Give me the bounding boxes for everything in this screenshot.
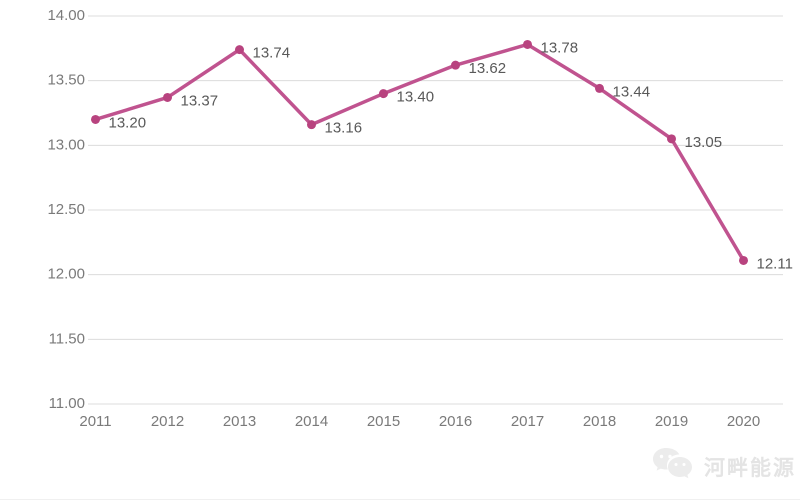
- data-point-label: 13.16: [325, 120, 363, 137]
- watermark: 河畔能源: [652, 446, 796, 491]
- y-axis-tick-label: 14.00: [47, 7, 85, 24]
- data-point-label: 13.20: [109, 114, 147, 131]
- x-axis-tick-label: 2013: [223, 413, 256, 430]
- chat-bubbles-logo-icon: [652, 446, 698, 491]
- data-point-marker: [667, 134, 676, 144]
- data-point-marker: [235, 45, 244, 55]
- x-axis-tick-label: 2014: [295, 413, 328, 430]
- data-point-marker: [739, 255, 748, 265]
- data-point-marker: [307, 120, 316, 130]
- data-point-marker: [523, 39, 532, 49]
- data-point-label: 13.37: [181, 92, 219, 109]
- x-axis-tick-label: 2019: [655, 413, 688, 430]
- data-point-label: 13.40: [397, 89, 435, 106]
- y-axis-tick-label: 12.00: [47, 266, 85, 283]
- y-axis-tick-label: 12.50: [47, 201, 85, 218]
- data-point-marker: [451, 60, 460, 70]
- x-axis-tick-label: 2020: [727, 413, 760, 430]
- data-point-marker: [379, 89, 388, 99]
- watermark-text: 河畔能源: [704, 457, 796, 480]
- y-axis-tick-label: 13.00: [47, 136, 85, 153]
- data-point-label: 13.05: [685, 134, 723, 151]
- data-line: [93, 42, 746, 263]
- x-axis-tick-label: 2012: [151, 413, 184, 430]
- x-axis-tick-label: 2018: [583, 413, 616, 430]
- x-axis-tick-label: 2015: [367, 413, 400, 430]
- x-axis-tick-label: 2011: [79, 413, 111, 430]
- data-point-marker: [91, 114, 100, 124]
- x-axis-tick-label: 2016: [439, 413, 472, 430]
- data-point-label: 13.78: [541, 39, 579, 56]
- x-axis-tick-label: 2017: [511, 413, 544, 430]
- data-point-marker: [595, 83, 604, 93]
- data-point-marker: [163, 92, 172, 102]
- data-point-label: 13.44: [613, 83, 651, 100]
- y-axis-tick-label: 11.00: [49, 395, 85, 412]
- data-point-label: 13.74: [253, 45, 291, 62]
- y-axis-tick-label: 13.50: [47, 72, 85, 89]
- y-axis-tick-label: 11.50: [49, 330, 85, 347]
- data-point-label: 12.11: [757, 255, 793, 272]
- data-point-label: 13.62: [469, 60, 507, 77]
